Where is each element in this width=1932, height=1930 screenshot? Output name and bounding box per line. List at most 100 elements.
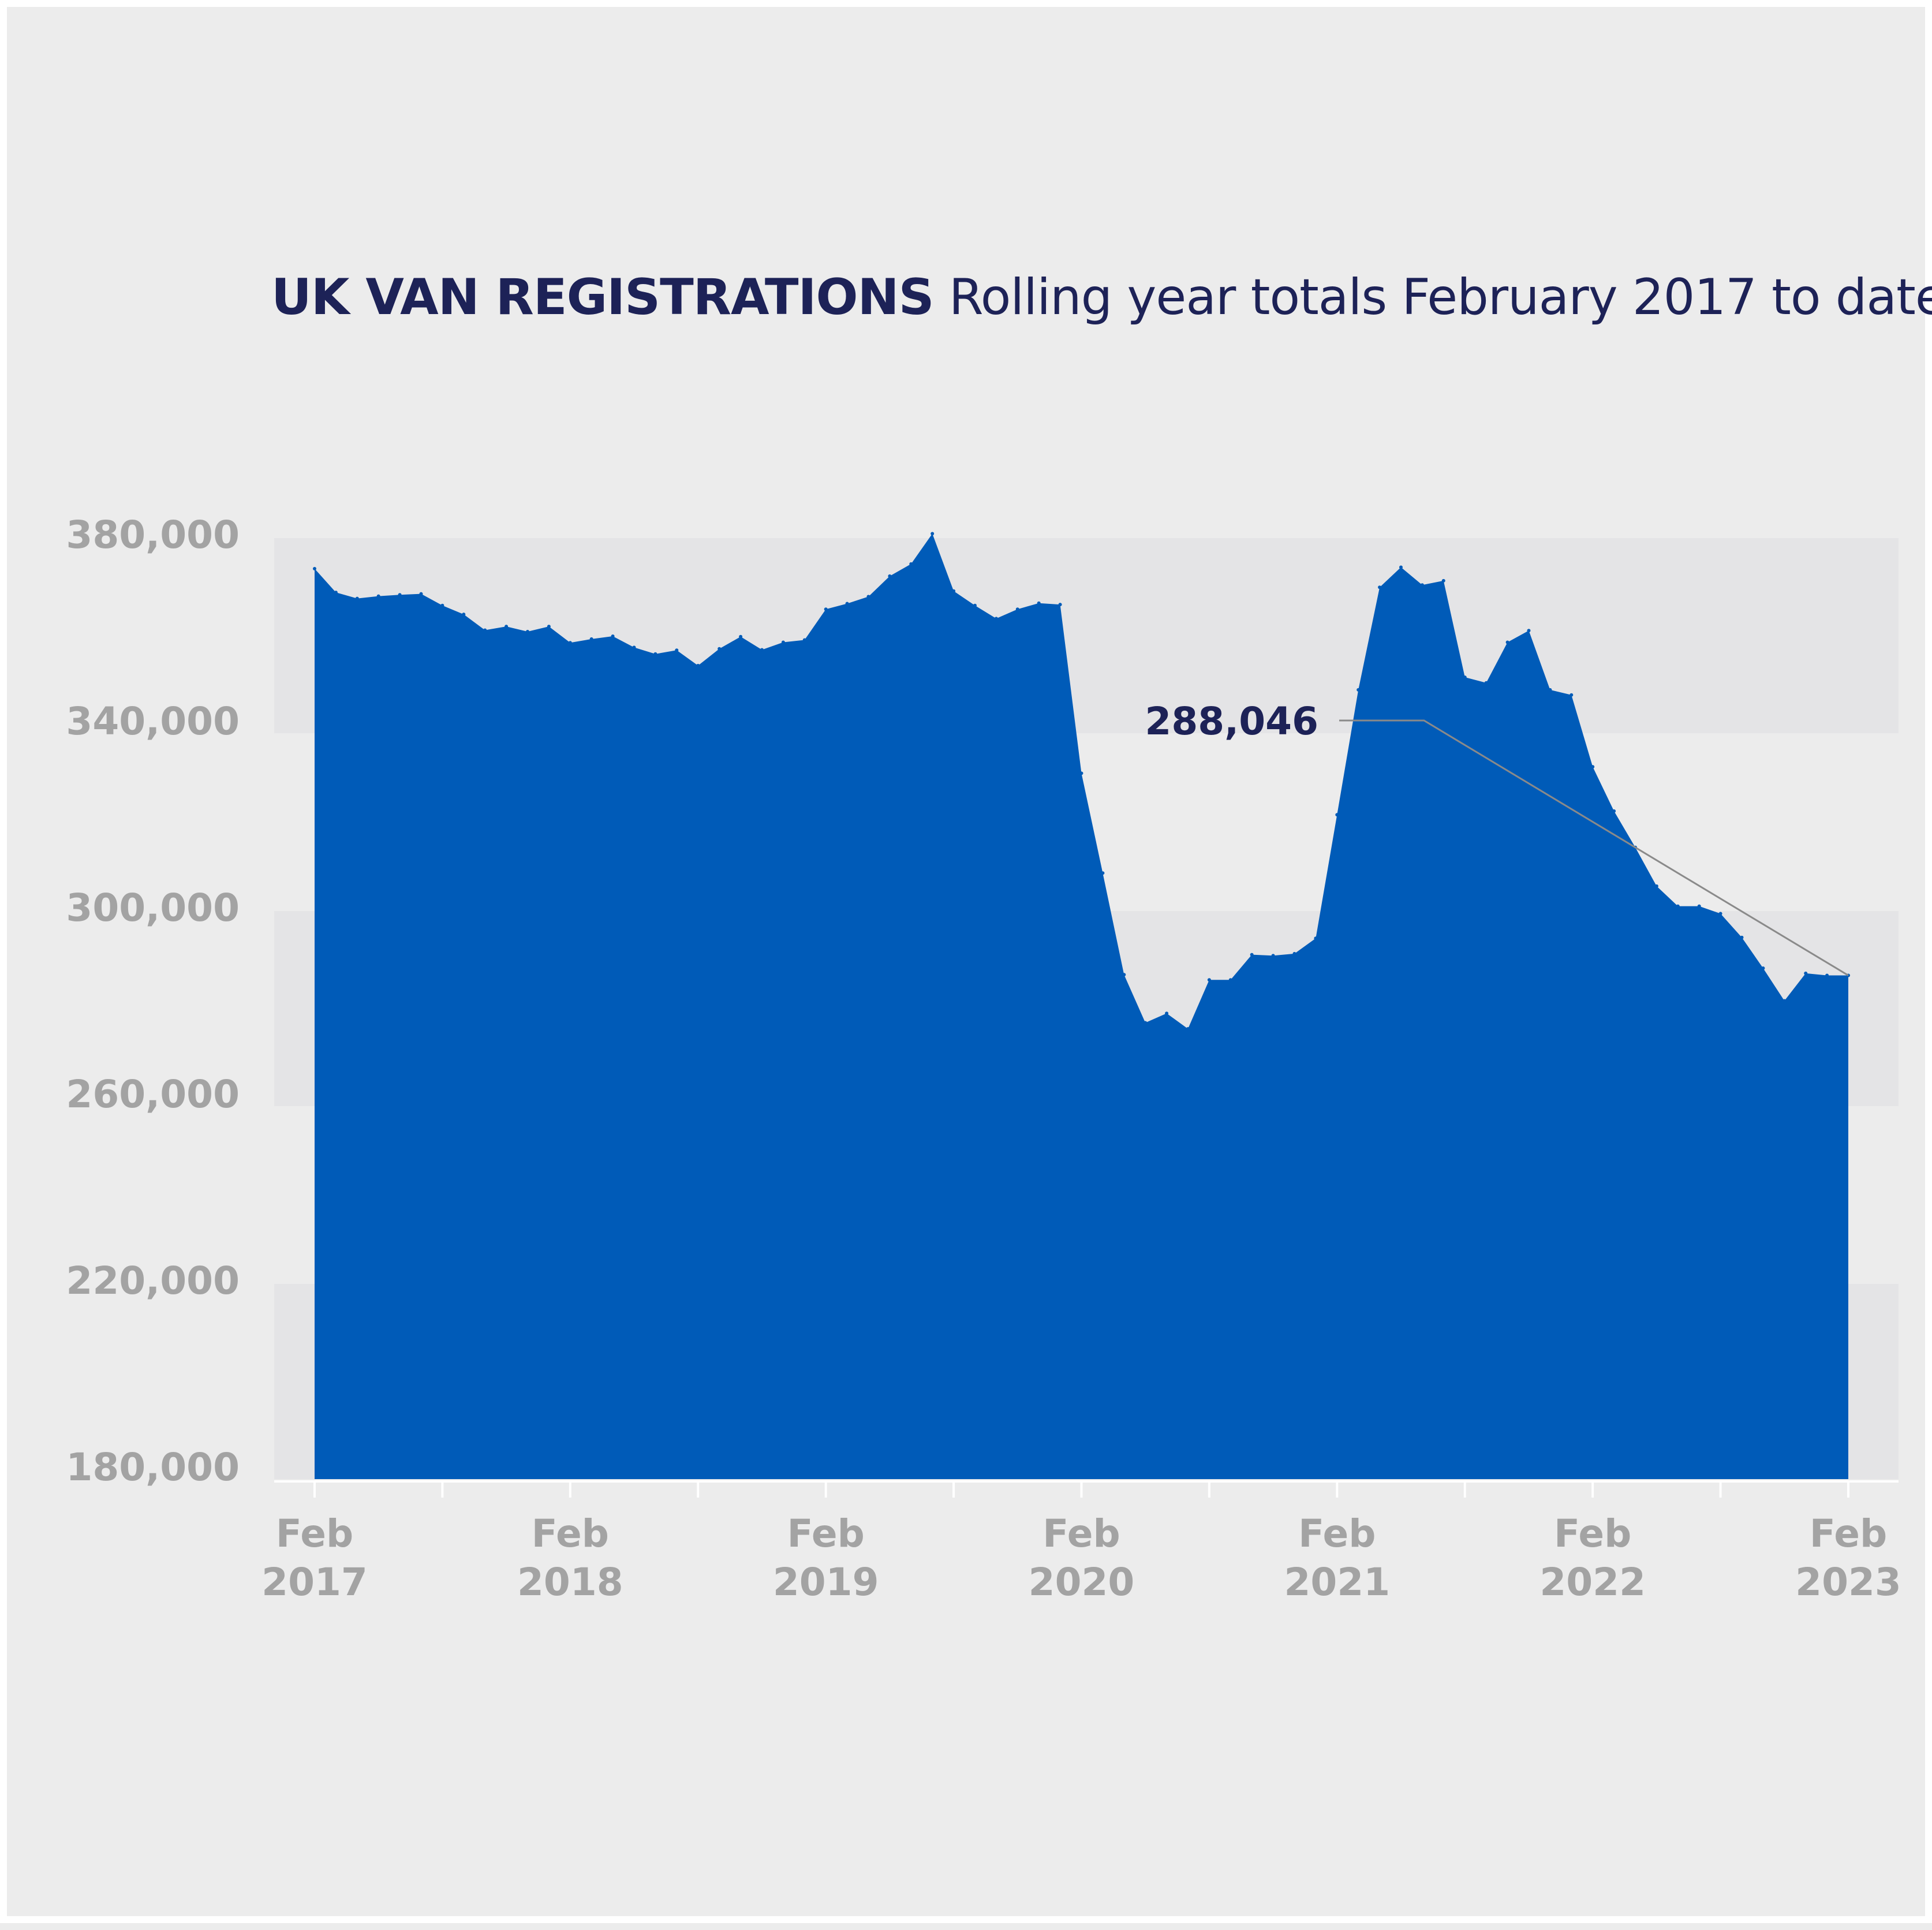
x-tick-label: Feb 2023 [1795,1511,1901,1604]
x-tick-label: Feb 2017 [261,1511,368,1604]
x-tick-year: 2021 [1284,1560,1390,1604]
data-point [760,648,764,652]
data-point [589,637,593,641]
x-tick-label: Feb 2018 [517,1511,623,1604]
data-point [845,602,849,606]
data-point [739,634,743,639]
data-point [505,625,509,629]
annotation: 288,046 [1145,699,1849,976]
data-point [1165,1011,1169,1016]
data-point [1676,904,1680,908]
data-point [1079,771,1083,775]
data-point [355,596,359,600]
data-point [1335,813,1339,817]
chart-title: UK VAN REGISTRATIONS Rolling year totals… [271,272,1932,322]
data-point [888,574,892,578]
x-tick-year: 2020 [1029,1560,1135,1604]
data-point [1654,884,1658,888]
data-point [440,603,444,607]
data-point [1207,978,1211,982]
data-point [718,647,722,651]
x-tick-month: Feb [1042,1511,1120,1556]
data-point [1527,629,1531,633]
data-point [973,603,977,607]
data-point [483,628,487,632]
x-tick-label: Feb 2020 [1029,1511,1135,1604]
data-point [1548,688,1552,692]
data-point [1015,607,1019,611]
x-tick-month: Feb [532,1511,609,1556]
data-point [1591,765,1595,769]
x-tick-month: Feb [787,1511,864,1556]
data-point [653,652,657,656]
data-point [1825,973,1829,977]
data-point [462,613,466,617]
y-tick-label: 380,000 [66,513,240,557]
area-series [313,532,1850,1479]
data-point [1314,936,1318,940]
data-point [632,645,636,649]
axes [274,1480,1899,1498]
x-tick-year: 2023 [1795,1560,1901,1604]
y-tick-label: 300,000 [66,886,240,930]
data-point [547,625,551,629]
x-tick-month: Feb [1554,1511,1631,1556]
y-tick-label: 340,000 [66,699,240,744]
data-point [1122,973,1126,977]
data-point [568,641,572,645]
annotation-label: 288,046 [1145,699,1318,744]
x-tick-year: 2022 [1539,1560,1646,1604]
data-point [1612,809,1616,813]
x-tick-month: Feb [276,1511,353,1556]
chart-title-subtitle: Rolling year totals February 2017 to dat… [948,268,1932,326]
data-point [1804,971,1808,975]
data-point [675,648,679,652]
data-point [1101,871,1105,875]
data-point [1058,603,1062,607]
data-point [313,567,316,570]
annotation-leader [1339,719,1849,976]
x-tick-label: Feb 2021 [1284,1511,1390,1604]
data-point [1463,675,1467,680]
data-point [994,617,998,621]
data-point [1378,585,1382,589]
x-tick-month: Feb [1810,1511,1887,1556]
data-point [866,595,870,599]
data-point [1143,1021,1148,1025]
data-point [1228,978,1232,982]
data-point [1292,951,1296,955]
data-point [781,640,785,644]
data-point [952,589,956,593]
area-chart: 380,000 340,000 300,000 260,000 220,000 180,0… [66,513,1901,1604]
data-point [419,592,423,596]
data-point [1505,640,1509,644]
data-point [909,562,913,566]
data-point [1761,966,1765,970]
x-tick-year: 2019 [773,1560,879,1604]
x-tick-label: Feb 2019 [773,1511,879,1604]
data-point [931,532,935,536]
data-point [1484,681,1488,685]
data-point [526,630,529,633]
data-point [1782,999,1787,1003]
data-point [1441,578,1445,583]
data-point [1399,565,1403,569]
y-tick-label: 220,000 [66,1259,240,1303]
data-point [1186,1027,1190,1031]
data-point [334,591,338,595]
y-tick-label: 260,000 [66,1072,240,1117]
x-tick-label: Feb 2022 [1539,1511,1646,1604]
data-point [1250,953,1254,957]
data-point [398,593,402,597]
data-point [1740,935,1744,939]
chart-title-bold: UK VAN REGISTRATIONS [271,268,935,326]
x-tick-month: Feb [1298,1511,1376,1556]
data-point [376,594,380,598]
data-point [1569,693,1574,697]
y-axis-ticks: 380,000 340,000 300,000 260,000 220,000 180,0… [66,513,240,1490]
data-point [1697,904,1701,908]
data-point [1718,912,1722,916]
data-point [1271,954,1275,958]
